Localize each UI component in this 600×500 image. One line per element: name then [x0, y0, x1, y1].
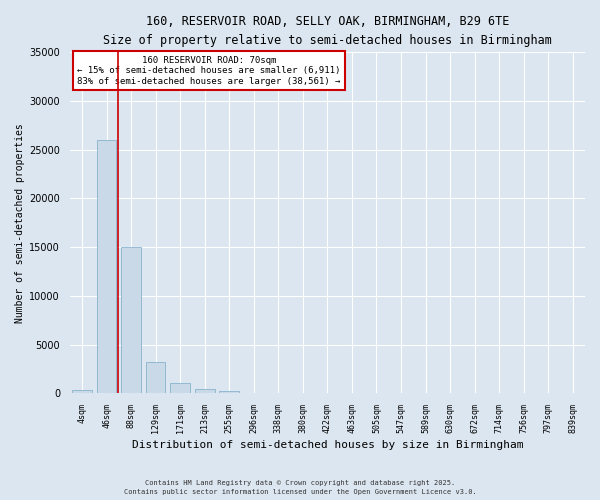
Bar — [72, 390, 92, 394]
Bar — [195, 389, 215, 394]
Bar — [170, 382, 190, 394]
Bar — [146, 362, 166, 394]
Y-axis label: Number of semi-detached properties: Number of semi-detached properties — [15, 123, 25, 322]
Title: 160, RESERVOIR ROAD, SELLY OAK, BIRMINGHAM, B29 6TE
Size of property relative to: 160, RESERVOIR ROAD, SELLY OAK, BIRMINGH… — [103, 15, 552, 47]
Bar — [220, 392, 239, 394]
X-axis label: Distribution of semi-detached houses by size in Birmingham: Distribution of semi-detached houses by … — [131, 440, 523, 450]
Bar — [97, 140, 116, 394]
Bar — [121, 247, 141, 394]
Text: 160 RESERVOIR ROAD: 70sqm
← 15% of semi-detached houses are smaller (6,911)
83% : 160 RESERVOIR ROAD: 70sqm ← 15% of semi-… — [77, 56, 341, 86]
Text: Contains HM Land Registry data © Crown copyright and database right 2025.
Contai: Contains HM Land Registry data © Crown c… — [124, 480, 476, 495]
